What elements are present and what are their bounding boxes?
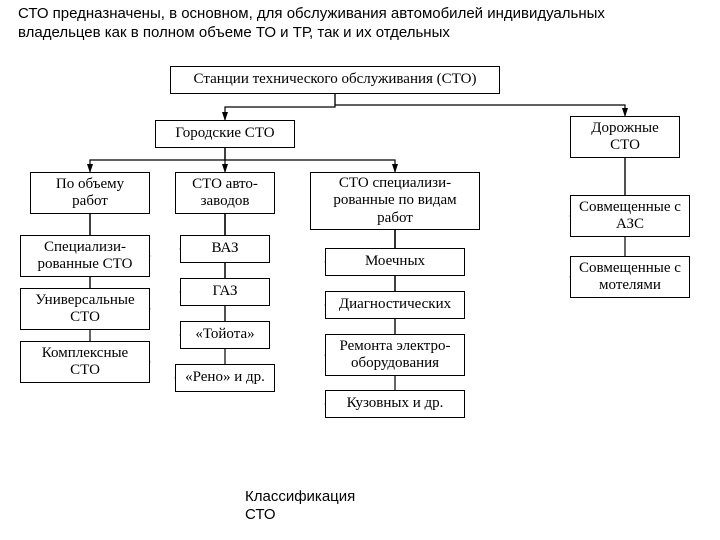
node-diag: Диагностических: [325, 291, 465, 319]
node-gaz: ГАЗ: [180, 278, 270, 306]
node-by_volume: По объему работ: [30, 172, 150, 214]
node-electro: Ремонта электро- оборудования: [325, 334, 465, 376]
edge-factories-to-toyota: [180, 214, 225, 335]
diagram-stage: { "intro_text": "СТО предназначены, в ос…: [0, 0, 720, 540]
node-toyota: «Тойота»: [180, 321, 270, 349]
node-vaz: ВАЗ: [180, 235, 270, 263]
node-reno: «Рено» и др.: [175, 364, 275, 392]
node-complex: Комплексные СТО: [20, 341, 150, 383]
node-motel: Совмещенные с мотелями: [570, 256, 690, 298]
edge-city-to-by_type: [225, 148, 395, 172]
node-factories: СТО авто- заводов: [175, 172, 275, 214]
node-body: Кузовных и др.: [325, 390, 465, 418]
caption: Классификация СТО: [245, 488, 385, 524]
edge-root-to-city: [225, 94, 335, 120]
node-univ: Универсальные СТО: [20, 288, 150, 330]
node-by_type: СТО специализи- рованные по видам работ: [310, 172, 480, 230]
node-spec: Специализи- рованные СТО: [20, 235, 150, 277]
node-azs: Совмещенные с АЗС: [570, 195, 690, 237]
node-root: Станции технического обслуживания (СТО): [170, 66, 500, 94]
intro-text: СТО предназначены, в основном, для обслу…: [18, 5, 678, 43]
node-road: Дорожные СТО: [570, 116, 680, 158]
node-wash: Моечных: [325, 248, 465, 276]
edge-root-to-road: [335, 94, 625, 116]
edge-city-to-by_volume: [90, 148, 225, 172]
node-city: Городские СТО: [155, 120, 295, 148]
